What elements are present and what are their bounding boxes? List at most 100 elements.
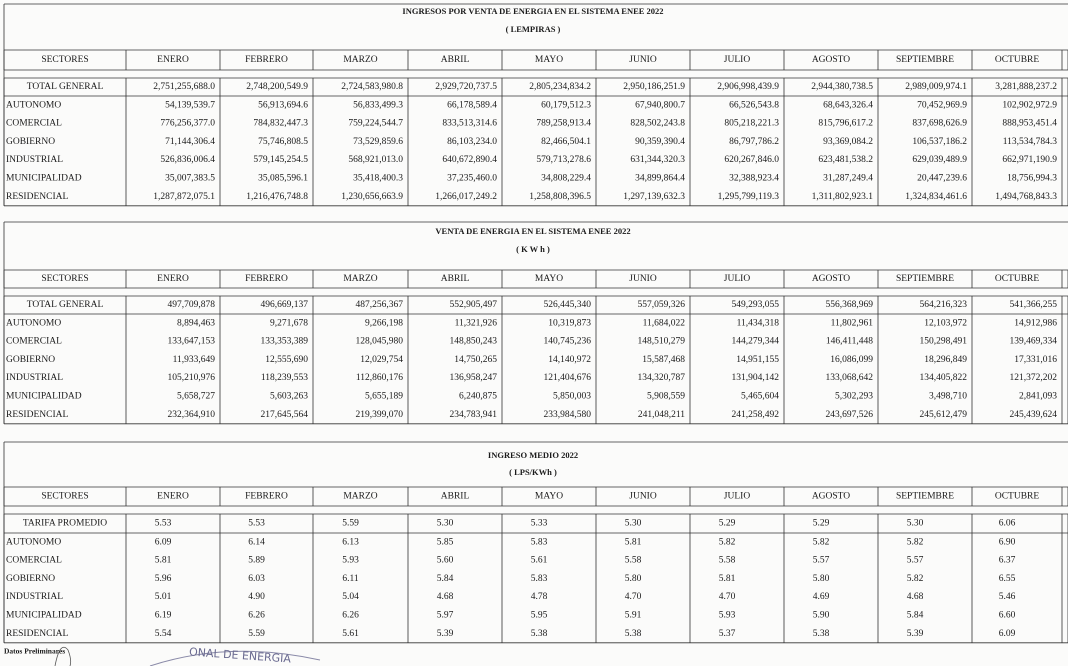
cell-value: 106,537,186.2 — [912, 137, 967, 147]
cell-value: 140,745,236 — [544, 337, 592, 347]
cell-value: 234,783,941 — [450, 410, 498, 420]
column-header: MAYO — [535, 55, 563, 65]
cell-value: 131,904,142 — [732, 373, 780, 383]
section-subtitle: ( K W h ) — [516, 244, 550, 254]
row-label: TOTAL GENERAL — [27, 82, 104, 92]
cell-value: 828,502,243.8 — [630, 119, 685, 129]
cell-value: 5.83 — [531, 574, 548, 584]
cell-value: 5.82 — [813, 537, 830, 547]
column-header: ENERO — [157, 55, 189, 65]
column-header: SEPTIEMBRE — [896, 55, 954, 65]
cell-value: 5.84 — [437, 574, 454, 584]
column-header: OCTUBRE — [995, 55, 1040, 65]
cell-value: 133,647,153 — [168, 337, 216, 347]
cell-value: 2,805,234,834.2 — [529, 82, 591, 92]
cell-value: 888,953,451.4 — [1002, 119, 1057, 129]
cell-value: 526,445,340 — [544, 300, 592, 310]
column-header: AGOSTO — [812, 492, 850, 502]
row-label: AUTONOMO — [6, 318, 61, 328]
cell-value: 552,905,497 — [450, 300, 498, 310]
cell-value: 60,179,512.3 — [541, 100, 591, 110]
cell-value: 5,465,604 — [741, 392, 779, 402]
cell-value: 5.30 — [907, 519, 924, 529]
cell-value: 67,940,800.7 — [635, 100, 685, 110]
column-header: SECTORES — [41, 492, 88, 502]
cell-value: 5.90 — [813, 611, 830, 621]
cell-value: 6.13 — [342, 537, 359, 547]
row-label: GOBIERNO — [6, 574, 55, 584]
cell-value: 549,293,055 — [732, 300, 780, 310]
cell-value: 3,281,888,237.2 — [995, 82, 1057, 92]
cell-value: 11,434,318 — [737, 318, 780, 328]
signature — [54, 646, 72, 666]
cell-value: 623,481,538.2 — [818, 155, 873, 165]
cell-value: 2,841,093 — [1019, 392, 1057, 402]
cell-value: 18,756,994.3 — [1007, 174, 1057, 184]
cell-value: 784,832,447.3 — [253, 119, 308, 129]
cell-value: 113,534,784.3 — [1003, 137, 1058, 147]
cell-value: 71,144,306.4 — [165, 137, 215, 147]
cell-value: 3,498,710 — [929, 392, 967, 402]
column-header: JUNIO — [629, 55, 657, 65]
cell-value: 5.29 — [719, 519, 736, 529]
cell-value: 233,984,580 — [544, 410, 592, 420]
cell-value: 8,894,463 — [177, 318, 215, 328]
cell-value: 146,411,448 — [826, 337, 873, 347]
cell-value: 629,039,489.9 — [912, 155, 967, 165]
cell-value: 245,439,624 — [1010, 410, 1058, 420]
cell-value: 136,958,247 — [450, 373, 498, 383]
cell-value: 496,669,137 — [261, 300, 309, 310]
cell-value: 5.82 — [907, 574, 924, 584]
cell-value: 82,466,504.1 — [541, 137, 591, 147]
row-label: COMERCIAL — [6, 337, 62, 347]
cell-value: 5.01 — [155, 592, 172, 602]
cell-value: 564,216,323 — [920, 300, 968, 310]
cell-value: 5,655,189 — [365, 392, 403, 402]
cell-value: 10,319,873 — [548, 318, 591, 328]
cell-value: 112,860,176 — [356, 373, 403, 383]
cell-value: 5.30 — [625, 519, 642, 529]
cell-value: 5,302,293 — [835, 392, 873, 402]
cell-value: 5.81 — [155, 556, 172, 566]
cell-value: 5.96 — [155, 574, 172, 584]
cell-value: 133,353,389 — [261, 337, 309, 347]
cell-value: 497,709,878 — [168, 300, 216, 310]
cell-value: 541,366,255 — [1010, 300, 1058, 310]
cell-value: 526,836,006.4 — [160, 155, 215, 165]
cell-value: 2,950,186,251.9 — [623, 82, 685, 92]
cell-value: 5,908,559 — [647, 392, 685, 402]
cell-value: 232,364,910 — [168, 410, 216, 420]
column-header: MARZO — [343, 55, 377, 65]
column-header: ABRIL — [441, 492, 470, 502]
cell-value: 4.90 — [248, 592, 265, 602]
cell-value: 11,684,022 — [643, 318, 686, 328]
cell-value: 5.46 — [999, 592, 1016, 602]
cell-value: 579,145,254.5 — [253, 155, 308, 165]
column-header: MAYO — [535, 274, 563, 284]
column-header: FEBRERO — [245, 274, 288, 284]
row-label: RESIDENCIAL — [6, 629, 68, 639]
cell-value: 776,256,377.0 — [160, 119, 215, 129]
column-header: OCTUBRE — [995, 492, 1040, 502]
column-header: ENERO — [157, 492, 189, 502]
cell-value: 631,344,320.3 — [630, 155, 685, 165]
cell-value: 11,321,926 — [455, 318, 498, 328]
cell-value: 5.30 — [437, 519, 454, 529]
cell-value: 5.61 — [531, 556, 548, 566]
row-label: AUTONOMO — [6, 100, 61, 110]
column-header: OCTUBRE — [995, 274, 1040, 284]
column-header: MARZO — [343, 274, 377, 284]
cell-value: 5.58 — [719, 556, 736, 566]
cell-value: 54,139,539.7 — [165, 100, 215, 110]
cell-value: 5.58 — [625, 556, 642, 566]
row-label: COMERCIAL — [6, 556, 62, 566]
cell-value: 4.70 — [625, 592, 642, 602]
cell-value: 118,239,553 — [261, 373, 308, 383]
cell-value: 5.60 — [437, 556, 454, 566]
cell-value: 5.81 — [625, 537, 642, 547]
cell-value: 37,235,460.0 — [447, 174, 497, 184]
section-subtitle: ( LPS/KWh ) — [509, 467, 557, 477]
row-label: RESIDENCIAL — [6, 192, 68, 202]
column-header: SECTORES — [41, 55, 88, 65]
cell-value: 5.85 — [437, 537, 454, 547]
